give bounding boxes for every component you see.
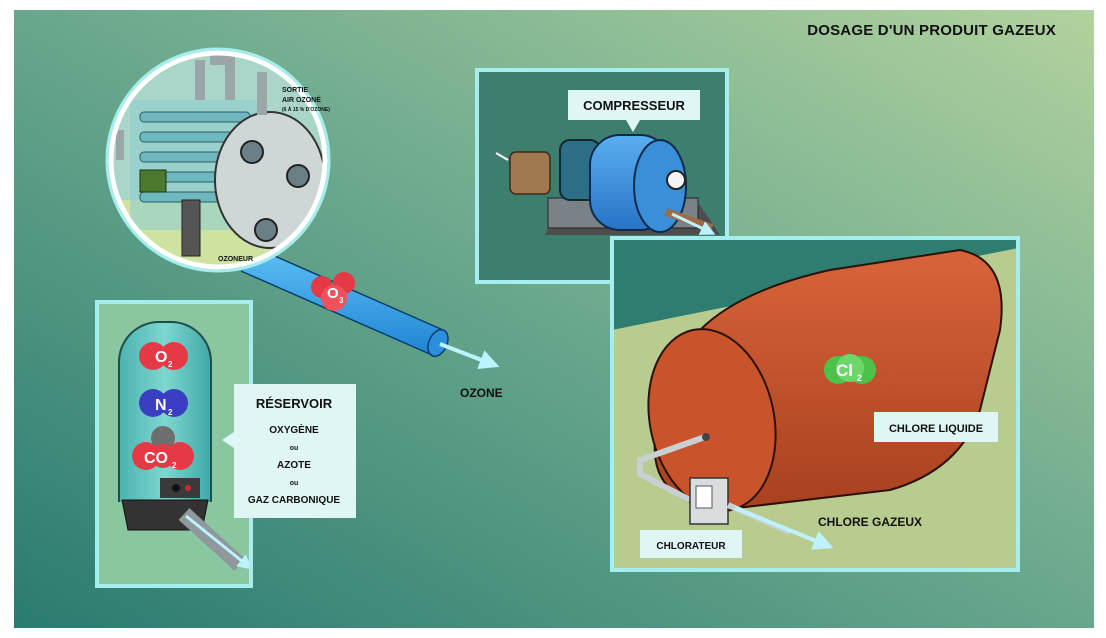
- ozoneur-inset: SORTIE AIR OZONÉ (6 À 15 % D'OZONE) OZON…: [105, 47, 331, 273]
- page-title: DOSAGE D'UN PRODUIT GAZEUX: [807, 22, 1056, 39]
- co2-letter: CO: [144, 450, 168, 467]
- co2-molecule-icon: CO 2: [132, 426, 194, 470]
- n2-sub: 2: [168, 408, 173, 417]
- o2-letter: O: [155, 349, 167, 366]
- chlore-liquide-callout: CHLORE LIQUIDE: [874, 412, 998, 442]
- sortie-line-1: SORTIE: [282, 87, 308, 94]
- sortie-line-3: (6 À 15 % D'OZONE): [282, 106, 330, 113]
- reservoir-callout: RÉSERVOIR OXYGÈNE ou AZOTE ou GAZ CARBON…: [222, 384, 356, 518]
- reservoir-line-oxygene: OXYGÈNE: [269, 423, 319, 436]
- reservoir-line-gaz: GAZ CARBONIQUE: [248, 495, 341, 506]
- sortie-line-2: AIR OZONÉ: [282, 95, 321, 104]
- cl2-sub: 2: [857, 373, 862, 383]
- chlore-liquide-label: CHLORE LIQUIDE: [889, 423, 983, 435]
- cl2-molecule-icon: Cl 2: [824, 354, 876, 384]
- reservoir-line-ou-1: ou: [290, 445, 299, 452]
- n2-molecule-icon: N 2: [139, 389, 188, 417]
- o3-molecule-icon: O 3: [311, 272, 355, 311]
- cl2-letter: Cl: [836, 361, 853, 380]
- chlore-gazeux-label: CHLORE GAZEUX: [818, 515, 922, 529]
- o2-molecule-icon: O 2: [139, 342, 188, 370]
- ozone-label: OZONE: [460, 386, 503, 400]
- reservoir-line-ou-2: ou: [290, 480, 299, 487]
- co2-sub: 2: [172, 461, 177, 470]
- ozoneur-label: OZONEUR: [218, 256, 253, 263]
- chlorateur-callout: CHLORATEUR: [640, 530, 742, 558]
- compresseur-label: COMPRESSEUR: [583, 98, 685, 113]
- compresseur-callout: COMPRESSEUR: [568, 90, 700, 132]
- o3-letter: O: [327, 285, 339, 302]
- reservoir-heading: RÉSERVOIR: [256, 396, 333, 411]
- n2-letter: N: [155, 397, 167, 414]
- o2-sub: 2: [168, 360, 173, 369]
- o3-sub: 3: [339, 296, 344, 305]
- chlorateur-label: CHLORATEUR: [656, 541, 726, 552]
- reservoir-line-azote: AZOTE: [277, 460, 311, 471]
- chlore-panel: [610, 236, 1020, 572]
